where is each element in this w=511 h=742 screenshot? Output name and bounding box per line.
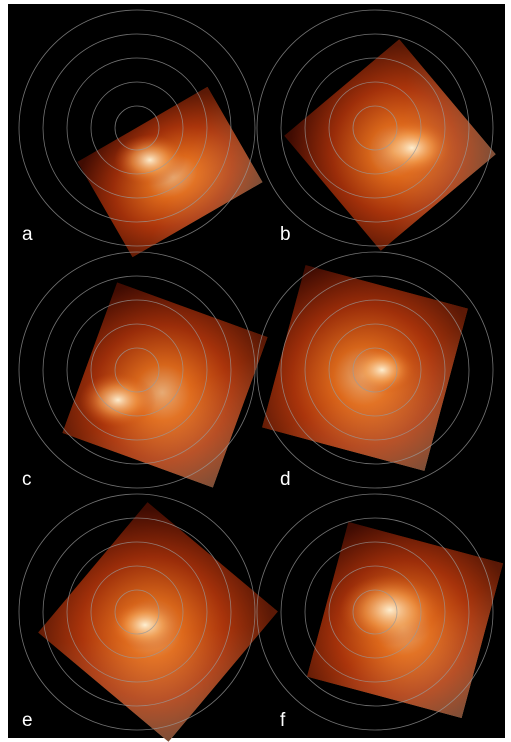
panel-label: c bbox=[22, 469, 32, 490]
vortex-core bbox=[348, 346, 415, 394]
panel-label: a bbox=[22, 224, 33, 245]
panel-label: d bbox=[280, 469, 291, 490]
panel-label: e bbox=[22, 710, 33, 731]
figure: a b c d e f bbox=[0, 0, 511, 742]
vortex-core bbox=[109, 600, 181, 651]
vortex-core bbox=[114, 135, 186, 186]
page: abcdef (() => { const data = JSON.parse(… bbox=[0, 0, 511, 742]
panel-label: f bbox=[280, 710, 286, 731]
panel-label: b bbox=[280, 224, 291, 245]
vortex-core bbox=[340, 574, 441, 645]
